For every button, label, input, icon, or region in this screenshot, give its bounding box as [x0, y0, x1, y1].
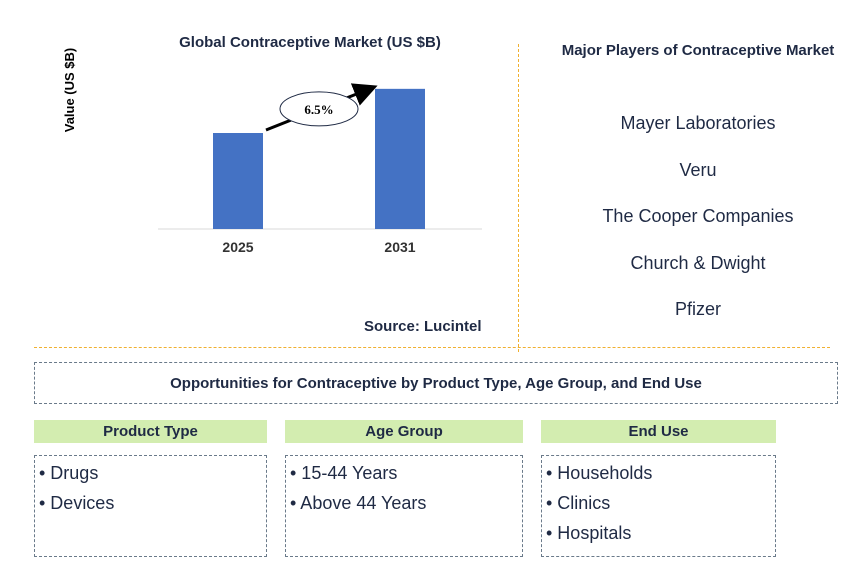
player-item: Pfizer	[674, 299, 721, 319]
vertical-divider	[518, 44, 519, 352]
players-title: Major Players of Contraceptive Market	[561, 42, 835, 59]
player-item: Church & Dwight	[630, 252, 766, 273]
segment-header-product-type: Product Type	[34, 420, 267, 443]
segment-header-age-group: Age Group	[285, 420, 523, 443]
segment-item: • Households	[546, 463, 653, 483]
segment-item: • Hospitals	[546, 523, 632, 543]
player-item: Veru	[679, 159, 717, 180]
segment-item: • 15-44 Years	[290, 463, 398, 483]
source-label: Source: Lucintel	[364, 318, 482, 335]
chart-title: Global Contraceptive Market (US $B)	[179, 34, 441, 51]
segment-box-end-use: • Households • Clinics • Hospitals	[541, 455, 776, 557]
x-tick-label: 2031	[384, 239, 415, 255]
opportunities-title: Opportunities for Contraceptive by Produ…	[34, 362, 838, 404]
players-list: Mayer Laboratories Veru The Cooper Compa…	[560, 108, 836, 341]
bar-2025	[213, 133, 263, 229]
segment-item: • Devices	[39, 493, 115, 513]
segment-box-product-type: • Drugs • Devices	[34, 455, 267, 557]
segment-item: • Clinics	[546, 493, 611, 513]
bar-2031	[375, 88, 425, 229]
x-tick-label: 2025	[222, 239, 253, 255]
horizontal-divider	[34, 347, 830, 348]
segment-box-age-group: • 15-44 Years • Above 44 Years	[285, 455, 523, 557]
segment-item: • Drugs	[39, 463, 99, 483]
cagr-label: 6.5%	[304, 102, 333, 117]
cagr-ellipse	[279, 91, 359, 127]
bar-chart: 2025 2031 6.5%	[158, 83, 482, 255]
segment-header-end-use: End Use	[541, 420, 776, 443]
player-item: The Cooper Companies	[602, 206, 794, 226]
player-item: Mayer Laboratories	[620, 113, 776, 133]
segment-item: • Above 44 Years	[290, 493, 427, 513]
